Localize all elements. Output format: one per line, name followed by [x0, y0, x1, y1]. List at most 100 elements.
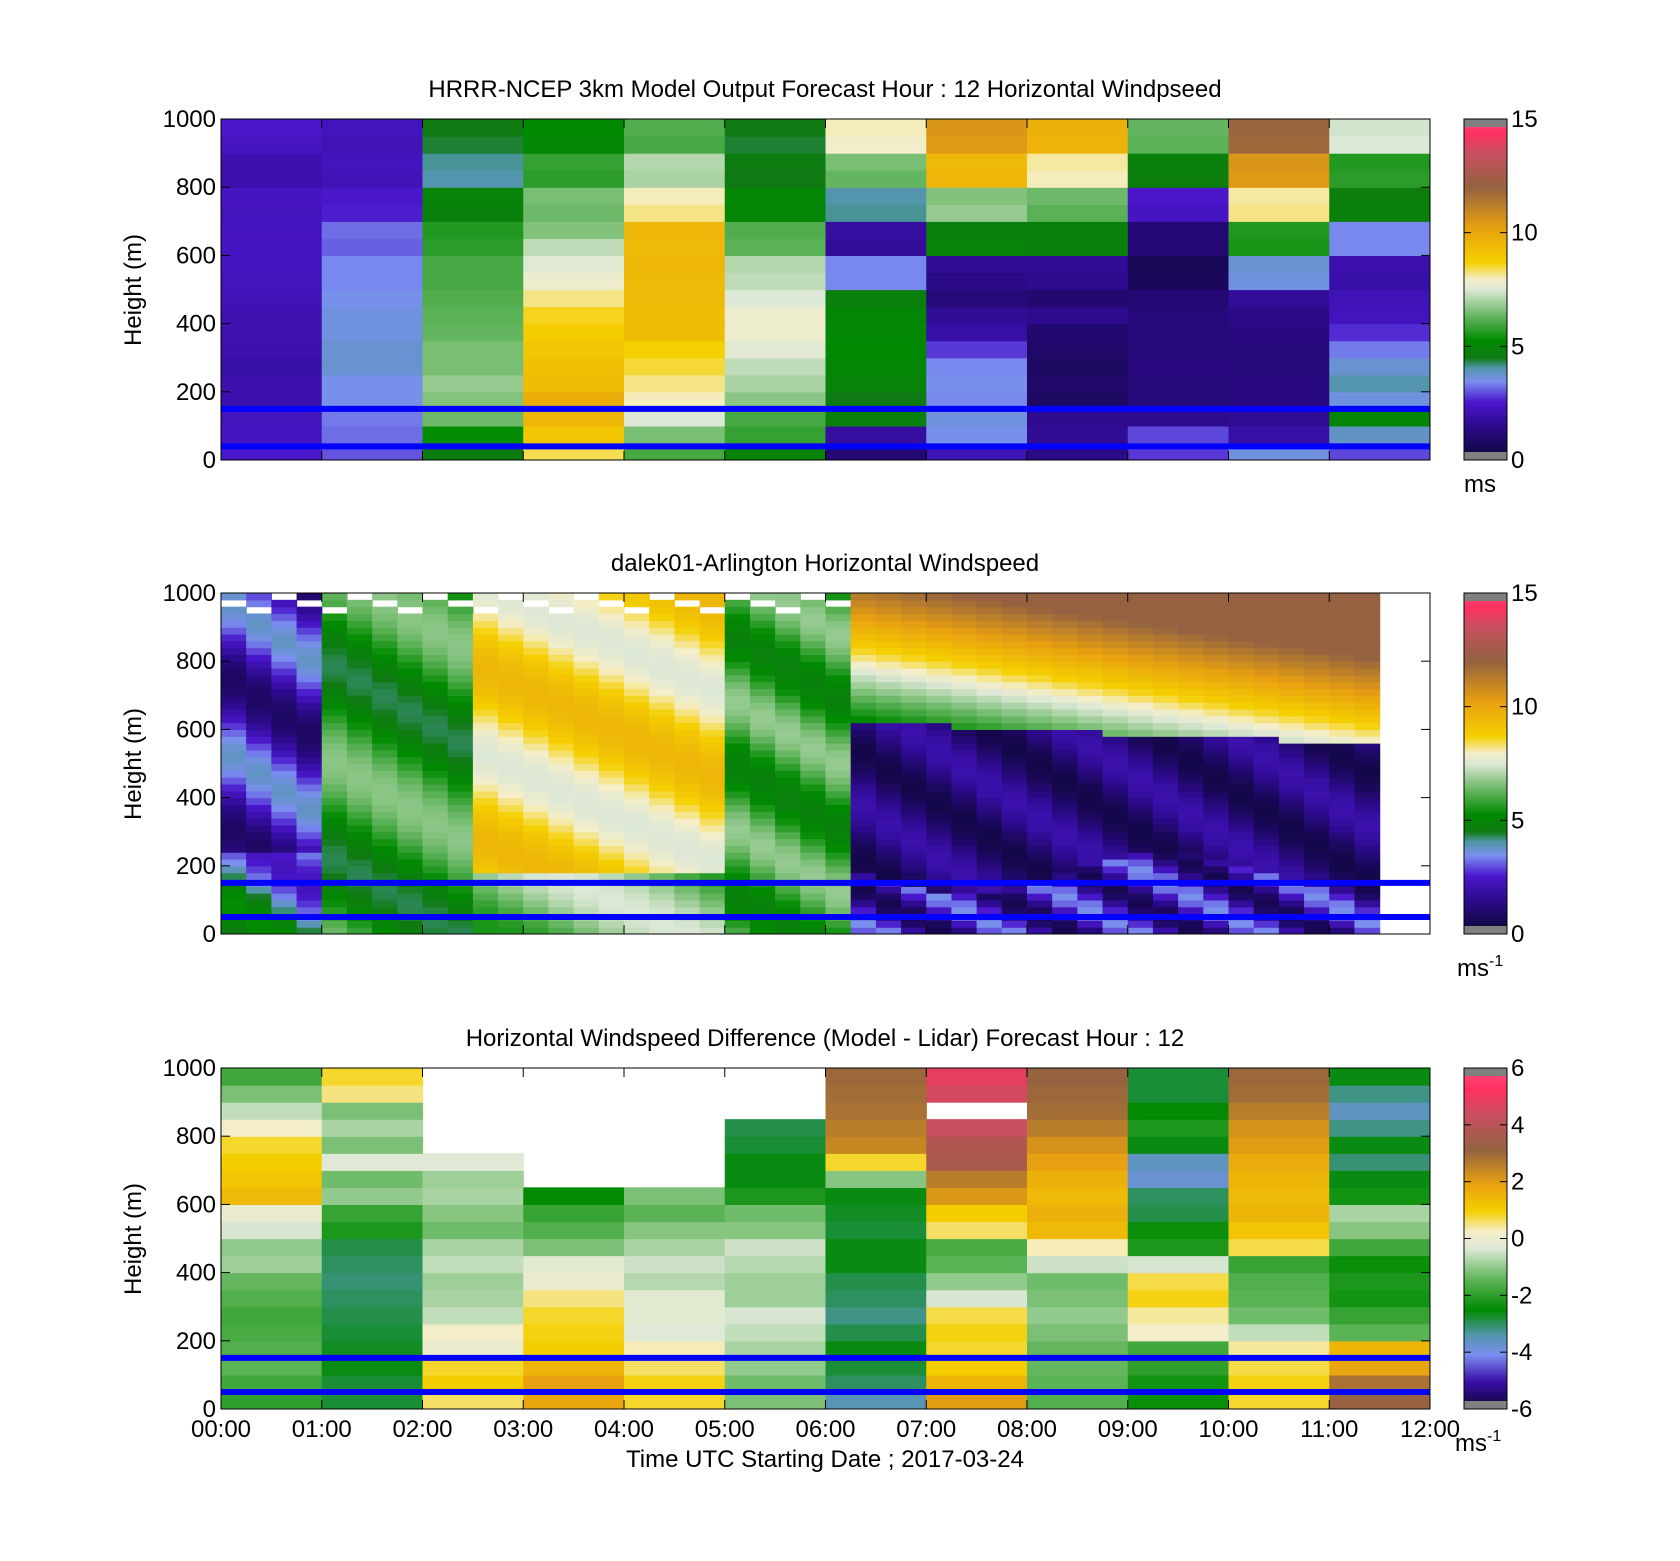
heatmap-cell [422, 153, 524, 171]
heatmap-cell [875, 627, 902, 635]
heatmap-cell [1102, 770, 1129, 778]
heatmap-cell [1052, 729, 1078, 737]
heatmap-cell [397, 640, 424, 649]
heatmap-cell [1304, 858, 1330, 867]
heatmap-cell [875, 790, 902, 799]
heatmap-cell [850, 681, 877, 690]
heatmap-cell [372, 654, 398, 662]
heatmap-cell [850, 838, 877, 846]
y-tick-label: 200 [176, 379, 216, 406]
heatmap-cell [271, 899, 298, 908]
heatmap-cell [901, 620, 927, 628]
heatmap-cell [926, 1204, 1028, 1223]
heatmap-cell [598, 613, 625, 621]
heatmap-cell [573, 674, 600, 683]
heatmap-cell [1127, 668, 1154, 676]
heatmap-cell [472, 613, 499, 621]
heatmap-cell [472, 681, 499, 690]
heatmap-cell [1253, 777, 1280, 785]
heatmap-cell [1304, 702, 1330, 710]
heatmap-cell [271, 770, 298, 778]
heatmap-cell [548, 763, 575, 771]
y-tick-label: 600 [176, 716, 216, 743]
heatmap-cell [447, 770, 474, 778]
heatmap-cell [1178, 674, 1204, 683]
heatmap-cell [1102, 688, 1129, 696]
heatmap-cell [1253, 715, 1280, 724]
heatmap-cell [498, 777, 524, 785]
heatmap-cell [1127, 1221, 1230, 1240]
heatmap-cell [724, 599, 751, 608]
heatmap-cell [850, 763, 877, 771]
heatmap-cell [699, 715, 726, 724]
heatmap-cell [422, 756, 449, 765]
heatmap-cell [422, 613, 449, 621]
heatmap-cell [1304, 872, 1330, 881]
heatmap-cell [1278, 804, 1305, 812]
heatmap-cell [674, 852, 701, 860]
heatmap-cell [447, 811, 474, 819]
heatmap-cell [598, 654, 625, 662]
heatmap-cell [1127, 681, 1154, 690]
heatmap-cell [825, 408, 927, 427]
heatmap-cell [447, 647, 474, 655]
heatmap-cell [674, 886, 701, 894]
heatmap-cell [926, 1221, 1028, 1240]
heatmap-cell [321, 1068, 424, 1086]
heatmap-cell [321, 1085, 424, 1103]
heatmap-cell [422, 674, 449, 683]
heatmap-cell [271, 736, 298, 744]
heatmap-cell [1228, 838, 1255, 846]
heatmap-cell [926, 906, 953, 915]
heatmap-cell [221, 170, 323, 188]
heatmap-cell [825, 221, 927, 239]
heatmap-cell [1127, 136, 1230, 154]
heatmap-cell [674, 858, 701, 867]
heatmap-cell [724, 640, 751, 649]
heatmap-cell [221, 1340, 323, 1359]
heatmap-cell [1027, 1170, 1129, 1188]
heatmap-cell [573, 811, 600, 819]
panel-difference-title: Horizontal Windspeed Difference (Model -… [466, 1025, 1185, 1052]
heatmap-cell [296, 906, 323, 915]
heatmap-cell [825, 1272, 927, 1291]
heatmap-cell [548, 927, 575, 934]
heatmap-cell [1253, 783, 1280, 792]
heatmap-cell [825, 872, 852, 881]
heatmap-cell [1152, 681, 1179, 690]
heatmap-cell [598, 729, 625, 737]
heatmap-cell [825, 749, 852, 758]
heatmap-cell [976, 831, 1003, 840]
heatmap-cell [649, 688, 675, 696]
heatmap-cell [1278, 858, 1305, 867]
x-tick-label: 10:00 [1198, 1416, 1258, 1443]
heatmap-cell [372, 886, 398, 894]
heatmap-cell [1001, 906, 1028, 915]
heatmap-cell [1152, 599, 1179, 608]
heatmap-cell [1102, 715, 1129, 724]
heatmap-cell [246, 620, 272, 628]
heatmap-cell [699, 620, 726, 628]
heatmap-cell [1027, 783, 1053, 792]
heatmap-cell [271, 790, 298, 799]
heatmap-cell [1329, 1068, 1430, 1086]
heatmap-cell [221, 1238, 323, 1257]
heatmap-cell [548, 647, 575, 655]
heatmap-cell [1052, 674, 1078, 683]
heatmap-cell [498, 763, 524, 771]
heatmap-cell [875, 593, 902, 601]
heatmap-cell [724, 1153, 827, 1171]
heatmap-cell [699, 763, 726, 771]
heatmap-cell [1027, 153, 1129, 171]
heatmap-cell [221, 640, 247, 649]
heatmap-cell [221, 1170, 323, 1188]
heatmap-cell [976, 620, 1003, 628]
heatmap-cell [1052, 818, 1078, 826]
heatmap-cell [573, 702, 600, 710]
heatmap-cell [397, 790, 424, 799]
heatmap-cell [951, 599, 978, 608]
heatmap-cell [926, 187, 1028, 205]
heatmap-cell [1329, 1170, 1430, 1188]
heatmap-cell [498, 599, 524, 608]
heatmap-cell [1152, 838, 1179, 846]
